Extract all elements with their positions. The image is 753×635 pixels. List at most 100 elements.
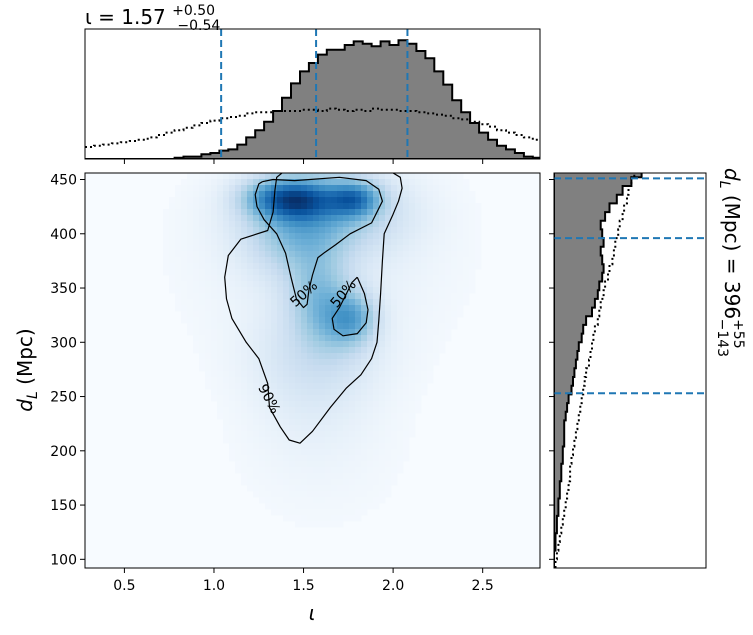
density-cell xyxy=(385,197,392,204)
density-cell xyxy=(289,359,296,366)
density-cell xyxy=(397,341,404,348)
density-cell xyxy=(229,317,236,324)
density-cell xyxy=(193,293,200,300)
density-cell xyxy=(385,371,392,378)
density-cell xyxy=(379,485,386,492)
density-cell xyxy=(409,347,416,354)
density-cell xyxy=(397,395,404,402)
density-cell xyxy=(445,245,452,252)
density-cell xyxy=(307,275,314,282)
density-cell xyxy=(355,473,362,480)
density-cell xyxy=(409,401,416,408)
density-cell xyxy=(403,299,410,306)
density-cell xyxy=(439,263,446,270)
density-cell xyxy=(427,203,434,210)
density-cell xyxy=(295,215,302,222)
iota-posterior-hist xyxy=(85,39,540,159)
density-cell xyxy=(277,251,284,258)
density-cell xyxy=(211,245,218,252)
density-cell xyxy=(445,185,452,192)
density-cell xyxy=(175,281,182,288)
density-cell xyxy=(259,311,266,318)
density-cell xyxy=(409,233,416,240)
density-cell xyxy=(475,215,482,222)
density-cell xyxy=(397,227,404,234)
density-cell xyxy=(415,395,422,402)
density-cell xyxy=(259,209,266,216)
density-cell xyxy=(337,245,344,252)
density-cell xyxy=(343,179,350,186)
density-cell xyxy=(307,179,314,186)
density-cell xyxy=(259,185,266,192)
density-cell xyxy=(349,413,356,420)
density-cell xyxy=(199,203,206,210)
density-cell xyxy=(295,275,302,282)
density-cell xyxy=(397,365,404,372)
density-cell xyxy=(307,293,314,300)
density-cell xyxy=(373,269,380,276)
density-cell xyxy=(331,203,338,210)
density-cell xyxy=(373,215,380,222)
density-cell xyxy=(403,287,410,294)
density-cell xyxy=(367,269,374,276)
density-cell xyxy=(277,377,284,384)
density-cell xyxy=(289,311,296,318)
density-cell xyxy=(229,197,236,204)
density-cell xyxy=(319,371,326,378)
density-cell xyxy=(445,281,452,288)
density-cell xyxy=(379,311,386,318)
density-cell xyxy=(343,251,350,258)
density-cell xyxy=(277,287,284,294)
density-cell xyxy=(241,467,248,474)
density-cell xyxy=(259,401,266,408)
density-cell xyxy=(331,413,338,420)
density-cell xyxy=(313,287,320,294)
density-cell xyxy=(307,347,314,354)
density-cell xyxy=(301,521,308,528)
density-cell xyxy=(325,479,332,486)
density-cell xyxy=(253,479,260,486)
density-cell xyxy=(307,371,314,378)
density-cell xyxy=(217,401,224,408)
density-cell xyxy=(283,509,290,516)
density-cell xyxy=(289,323,296,330)
density-cell xyxy=(337,341,344,348)
top-title-sub: −0.54 xyxy=(177,18,220,34)
density-cell xyxy=(301,209,308,216)
density-cell xyxy=(349,479,356,486)
density-cell xyxy=(265,263,272,270)
density-cell xyxy=(337,473,344,480)
density-cell xyxy=(289,305,296,312)
density-cell xyxy=(235,191,242,198)
density-cell xyxy=(271,185,278,192)
density-cell xyxy=(277,503,284,510)
density-cell xyxy=(379,395,386,402)
density-cell xyxy=(277,191,284,198)
density-cell xyxy=(445,263,452,270)
density-cell xyxy=(289,479,296,486)
density-cell xyxy=(319,443,326,450)
density-cell xyxy=(403,377,410,384)
density-cell xyxy=(235,401,242,408)
density-cell xyxy=(391,269,398,276)
density-cell xyxy=(463,185,470,192)
density-cell xyxy=(265,467,272,474)
density-cell xyxy=(271,203,278,210)
density-cell xyxy=(433,257,440,264)
density-cell xyxy=(391,275,398,282)
density-cell xyxy=(187,293,194,300)
density-cell xyxy=(325,281,332,288)
density-cell xyxy=(217,197,224,204)
density-cell xyxy=(415,299,422,306)
density-cell xyxy=(409,287,416,294)
density-cell xyxy=(163,233,170,240)
density-cell xyxy=(301,227,308,234)
density-cell xyxy=(193,191,200,198)
density-cell xyxy=(373,389,380,396)
density-cell xyxy=(343,209,350,216)
density-cell xyxy=(391,191,398,198)
density-cell xyxy=(211,335,218,342)
density-cell xyxy=(379,383,386,390)
contour-line-0 xyxy=(224,173,403,444)
right-panel-ticks xyxy=(549,179,554,560)
